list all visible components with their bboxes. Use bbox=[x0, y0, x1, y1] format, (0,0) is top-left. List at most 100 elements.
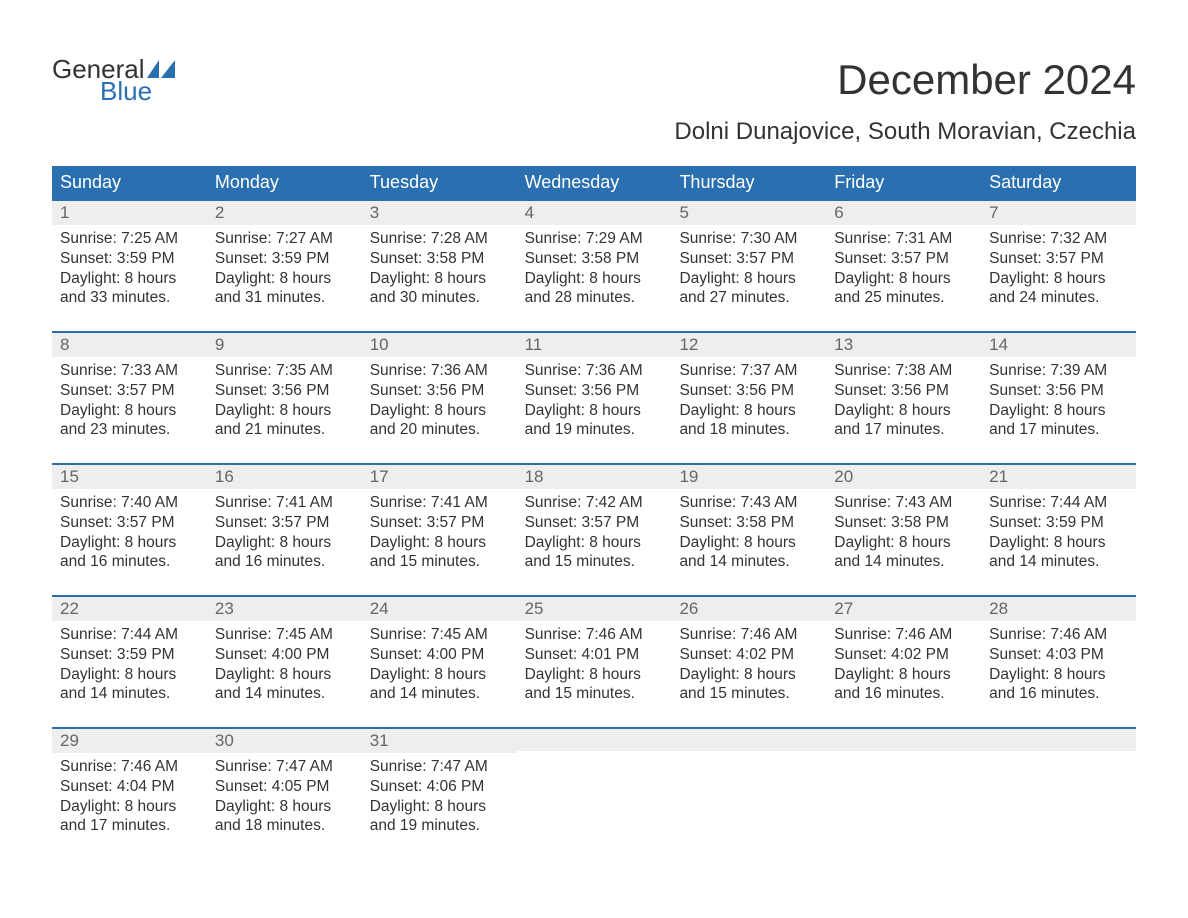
sunset-line: Sunset: 3:58 PM bbox=[679, 513, 818, 533]
day-cell bbox=[826, 729, 981, 849]
page-header: General Blue December 2024 Dolni Dunajov… bbox=[52, 56, 1136, 160]
day-cell bbox=[671, 729, 826, 849]
day-details: Sunrise: 7:27 AMSunset: 3:59 PMDaylight:… bbox=[215, 229, 354, 308]
day-details: Sunrise: 7:41 AMSunset: 3:57 PMDaylight:… bbox=[215, 493, 354, 572]
daynum-row: 29 bbox=[52, 729, 207, 753]
day-cell: 4 Sunrise: 7:29 AMSunset: 3:58 PMDaylight… bbox=[517, 201, 672, 321]
sunrise-line: Sunrise: 7:25 AM bbox=[60, 229, 199, 249]
day-cell: 11Sunrise: 7:36 AMSunset: 3:56 PMDayligh… bbox=[517, 333, 672, 453]
daylight-line2: and 25 minutes. bbox=[834, 288, 973, 308]
day-details: Sunrise: 7:46 AMSunset: 4:03 PMDaylight:… bbox=[989, 625, 1128, 704]
sunset-line: Sunset: 3:57 PM bbox=[215, 513, 354, 533]
day-cell: 5Sunrise: 7:30 AMSunset: 3:57 PMDaylight… bbox=[671, 201, 826, 321]
day-number: 31 bbox=[370, 731, 389, 750]
daynum-row: 6 bbox=[826, 201, 981, 225]
daynum-row: 16 bbox=[207, 465, 362, 489]
day-details: Sunrise: 7:40 AMSunset: 3:57 PMDaylight:… bbox=[60, 493, 199, 572]
sunset-line: Sunset: 4:05 PM bbox=[215, 777, 354, 797]
daylight-line2: and 14 minutes. bbox=[370, 684, 509, 704]
day-details: Sunrise: 7:39 AMSunset: 3:56 PMDaylight:… bbox=[989, 361, 1128, 440]
day-number: 27 bbox=[834, 599, 853, 618]
day-details: Sunrise: 7:35 AMSunset: 3:56 PMDaylight:… bbox=[215, 361, 354, 440]
day-details: Sunrise: 7:33 AMSunset: 3:57 PMDaylight:… bbox=[60, 361, 199, 440]
daylight-line2: and 16 minutes. bbox=[989, 684, 1128, 704]
day-cell: 2Sunrise: 7:27 AMSunset: 3:59 PMDaylight… bbox=[207, 201, 362, 321]
weekday-header: Sunday Monday Tuesday Wednesday Thursday… bbox=[52, 166, 1136, 199]
day-number: 23 bbox=[215, 599, 234, 618]
sunset-line: Sunset: 3:56 PM bbox=[215, 381, 354, 401]
sunrise-line: Sunrise: 7:44 AM bbox=[60, 625, 199, 645]
day-cell: 22Sunrise: 7:44 AMSunset: 3:59 PMDayligh… bbox=[52, 597, 207, 717]
weekday-saturday: Saturday bbox=[981, 166, 1136, 199]
daynum-row: 20 bbox=[826, 465, 981, 489]
daylight-line1: Daylight: 8 hours bbox=[370, 665, 509, 685]
sunset-line: Sunset: 3:56 PM bbox=[679, 381, 818, 401]
daylight-line1: Daylight: 8 hours bbox=[60, 533, 199, 553]
day-details: Sunrise: 7:47 AMSunset: 4:05 PMDaylight:… bbox=[215, 757, 354, 836]
daynum-row: 9 bbox=[207, 333, 362, 357]
day-details: Sunrise: 7:46 AMSunset: 4:04 PMDaylight:… bbox=[60, 757, 199, 836]
sunset-line: Sunset: 4:01 PM bbox=[525, 645, 664, 665]
week-row: 1 Sunrise: 7:25 AMSunset: 3:59 PMDaylight… bbox=[52, 199, 1136, 321]
daynum-row: 19 bbox=[671, 465, 826, 489]
day-details: Sunrise: 7:44 AMSunset: 3:59 PMDaylight:… bbox=[60, 625, 199, 704]
day-details: Sunrise: 7:29 AMSunset: 3:58 PMDaylight:… bbox=[525, 229, 664, 308]
day-number: 6 bbox=[834, 203, 843, 222]
weekday-friday: Friday bbox=[826, 166, 981, 199]
day-cell: 18Sunrise: 7:42 AMSunset: 3:57 PMDayligh… bbox=[517, 465, 672, 585]
sunrise-line: Sunrise: 7:39 AM bbox=[989, 361, 1128, 381]
day-details: Sunrise: 7:32 AMSunset: 3:57 PMDaylight:… bbox=[989, 229, 1128, 308]
daylight-line2: and 31 minutes. bbox=[215, 288, 354, 308]
day-details: Sunrise: 7:41 AMSunset: 3:57 PMDaylight:… bbox=[370, 493, 509, 572]
day-number: 25 bbox=[525, 599, 544, 618]
sunrise-line: Sunrise: 7:46 AM bbox=[989, 625, 1128, 645]
sunset-line: Sunset: 3:57 PM bbox=[60, 381, 199, 401]
week-row: 29 Sunrise: 7:46 AMSunset: 4:04 PMDayligh… bbox=[52, 727, 1136, 849]
sunset-line: Sunset: 4:00 PM bbox=[370, 645, 509, 665]
sunrise-line: Sunrise: 7:36 AM bbox=[525, 361, 664, 381]
sunset-line: Sunset: 4:03 PM bbox=[989, 645, 1128, 665]
week-row: 22Sunrise: 7:44 AMSunset: 3:59 PMDayligh… bbox=[52, 595, 1136, 717]
daynum-row: 28 bbox=[981, 597, 1136, 621]
day-details: Sunrise: 7:43 AMSunset: 3:58 PMDaylight:… bbox=[679, 493, 818, 572]
day-cell: 24Sunrise: 7:45 AMSunset: 4:00 PMDayligh… bbox=[362, 597, 517, 717]
sunset-line: Sunset: 3:58 PM bbox=[834, 513, 973, 533]
day-cell: 29 Sunrise: 7:46 AMSunset: 4:04 PMDayligh… bbox=[52, 729, 207, 849]
daylight-line2: and 14 minutes. bbox=[679, 552, 818, 572]
daylight-line1: Daylight: 8 hours bbox=[60, 269, 199, 289]
weeks-container: 1 Sunrise: 7:25 AMSunset: 3:59 PMDaylight… bbox=[52, 199, 1136, 849]
day-cell: 26Sunrise: 7:46 AMSunset: 4:02 PMDayligh… bbox=[671, 597, 826, 717]
sunrise-line: Sunrise: 7:31 AM bbox=[834, 229, 973, 249]
daynum-row: 14 bbox=[981, 333, 1136, 357]
day-number: 17 bbox=[370, 467, 389, 486]
daylight-line2: and 27 minutes. bbox=[679, 288, 818, 308]
day-details: Sunrise: 7:45 AMSunset: 4:00 PMDaylight:… bbox=[215, 625, 354, 704]
daynum-row: 24 bbox=[362, 597, 517, 621]
day-number: 7 bbox=[989, 203, 998, 222]
daylight-line1: Daylight: 8 hours bbox=[525, 665, 664, 685]
daylight-line1: Daylight: 8 hours bbox=[215, 533, 354, 553]
sunset-line: Sunset: 3:56 PM bbox=[989, 381, 1128, 401]
day-details: Sunrise: 7:46 AMSunset: 4:01 PMDaylight:… bbox=[525, 625, 664, 704]
daylight-line2: and 17 minutes. bbox=[834, 420, 973, 440]
daynum-row: 7 bbox=[981, 201, 1136, 225]
calendar: Sunday Monday Tuesday Wednesday Thursday… bbox=[52, 166, 1136, 849]
day-details: Sunrise: 7:25 AMSunset: 3:59 PMDaylight:… bbox=[60, 229, 199, 308]
day-cell: 12Sunrise: 7:37 AMSunset: 3:56 PMDayligh… bbox=[671, 333, 826, 453]
daylight-line1: Daylight: 8 hours bbox=[370, 797, 509, 817]
day-details: Sunrise: 7:44 AMSunset: 3:59 PMDaylight:… bbox=[989, 493, 1128, 572]
daylight-line2: and 19 minutes. bbox=[525, 420, 664, 440]
sunrise-line: Sunrise: 7:33 AM bbox=[60, 361, 199, 381]
day-cell: 9 Sunrise: 7:35 AMSunset: 3:56 PMDaylight… bbox=[207, 333, 362, 453]
daynum-row: 10 bbox=[362, 333, 517, 357]
daylight-line2: and 16 minutes. bbox=[834, 684, 973, 704]
daylight-line2: and 23 minutes. bbox=[60, 420, 199, 440]
daynum-row: 18 bbox=[517, 465, 672, 489]
day-cell: 3Sunrise: 7:28 AMSunset: 3:58 PMDaylight… bbox=[362, 201, 517, 321]
day-number: 4 bbox=[525, 203, 534, 222]
day-number: 19 bbox=[679, 467, 698, 486]
day-number: 21 bbox=[989, 467, 1008, 486]
daylight-line2: and 33 minutes. bbox=[60, 288, 199, 308]
day-details: Sunrise: 7:30 AMSunset: 3:57 PMDaylight:… bbox=[679, 229, 818, 308]
day-number: 1 bbox=[60, 203, 69, 222]
